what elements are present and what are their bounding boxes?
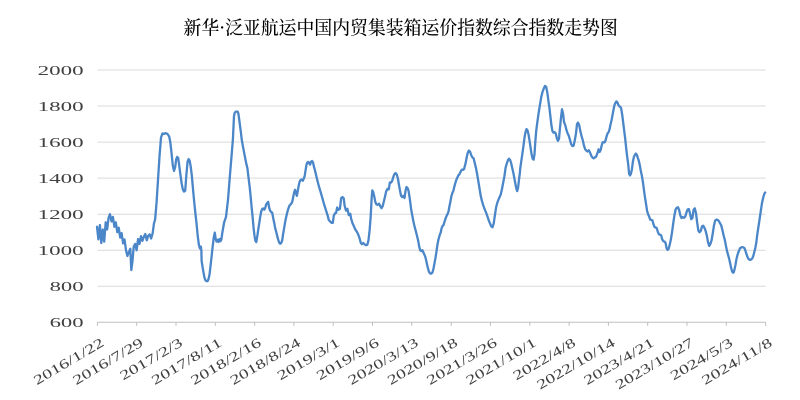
svg-text:1000: 1000 bbox=[38, 243, 84, 258]
svg-text:1200: 1200 bbox=[38, 207, 84, 222]
svg-text:600: 600 bbox=[50, 315, 84, 330]
svg-text:1800: 1800 bbox=[38, 99, 84, 114]
svg-text:1400: 1400 bbox=[38, 171, 84, 186]
svg-text:2000: 2000 bbox=[38, 63, 84, 78]
svg-text:800: 800 bbox=[50, 279, 84, 294]
svg-text:1600: 1600 bbox=[38, 135, 84, 150]
